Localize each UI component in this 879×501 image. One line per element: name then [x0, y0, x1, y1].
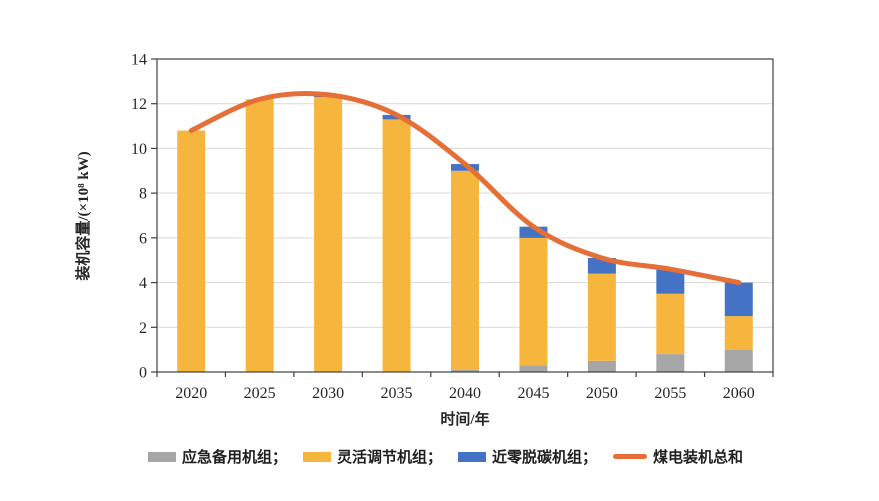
- y-tick-label: 2: [139, 320, 147, 337]
- flexible-regulation-swatch-icon: [303, 451, 332, 462]
- bar-segment: [451, 170, 479, 370]
- bar-segment: [177, 130, 206, 372]
- legend-item-emergency-backup: 应急备用机组；: [148, 446, 287, 467]
- legend-label: 应急备用机组；: [182, 450, 288, 466]
- bar-segment: [519, 237, 548, 366]
- x-tick-label: 2040: [449, 385, 481, 402]
- total-line-layer: [188, 90, 742, 286]
- bar-segment: [314, 97, 343, 372]
- near-zero-decarbonized-swatch-icon: [458, 451, 487, 462]
- bar-layer: [177, 94, 753, 372]
- axis-layer: 0 2 4 6 8 10 12 14 2020 2025 2030 2035 2040 2045 2050 2…: [131, 52, 774, 402]
- capacity-chart: 0 2 4 6 8 10 12 14 2020 2025 2030 2035 2040 2045 2050 2…: [74, 52, 774, 428]
- bar-segment: [656, 354, 685, 372]
- legend-label: 煤电装机总和: [653, 450, 744, 466]
- x-tick-label: 2050: [586, 385, 618, 402]
- x-tick-label: 2060: [723, 385, 755, 402]
- plot-border: [156, 58, 774, 373]
- x-tick-label: 2055: [654, 385, 686, 402]
- legend-item-near-zero-decarbonized: 近零脱碳机组；: [458, 446, 597, 467]
- y-axis-title: 装机容量/(×10⁸ kW): [74, 151, 92, 281]
- bar-segment: [519, 365, 548, 372]
- legend-item-flexible-regulation: 灵活调节机组；: [303, 446, 442, 467]
- y-tick-label: 14: [131, 52, 147, 69]
- bar-segment: [724, 349, 753, 372]
- chart-legend: 应急备用机组； 灵活调节机组； 近零脱碳机组； 煤电装机总和: [148, 446, 743, 467]
- x-axis-title: 时间/年: [440, 410, 489, 428]
- y-tick-label: 6: [139, 230, 147, 247]
- y-tick-label: 12: [131, 96, 147, 113]
- x-tick-label: 2035: [381, 385, 413, 402]
- y-tick-label: 0: [139, 365, 147, 382]
- bar-segment: [382, 119, 411, 372]
- y-tick-label: 8: [139, 186, 147, 203]
- legend-label: 近零脱碳机组；: [492, 450, 598, 466]
- coal-total-line-swatch-icon: [613, 454, 648, 459]
- total-capacity-line: [188, 90, 742, 286]
- bar-segment: [587, 273, 616, 361]
- legend-label: 灵活调节机组；: [337, 450, 443, 466]
- x-tick-label: 2030: [312, 385, 344, 402]
- emergency-backup-swatch-icon: [148, 451, 176, 462]
- bar-segment: [245, 99, 274, 372]
- bar-segment: [451, 369, 479, 372]
- bar-segment: [724, 282, 753, 317]
- x-tick-label: 2045: [517, 385, 549, 402]
- y-tick-label: 4: [139, 275, 147, 292]
- y-tick-label: 10: [131, 141, 147, 158]
- bar-segment: [451, 164, 479, 171]
- bar-segment: [656, 293, 685, 355]
- x-tick-label: 2025: [244, 385, 276, 402]
- legend-item-coal-total: 煤电装机总和: [613, 446, 743, 467]
- bar-segment: [519, 226, 548, 238]
- bar-segment: [587, 360, 616, 372]
- x-tick-label: 2020: [175, 385, 207, 402]
- bar-segment: [724, 316, 753, 350]
